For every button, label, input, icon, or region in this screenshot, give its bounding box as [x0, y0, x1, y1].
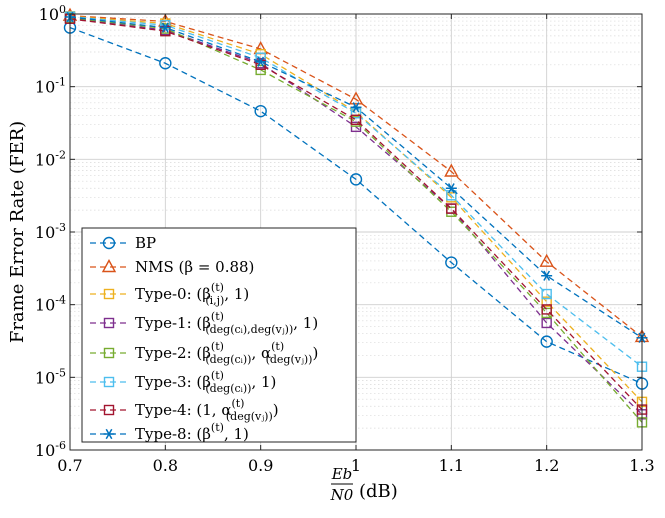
legend-entry: Type-8: (β(t), 1) [90, 421, 249, 443]
data-point [541, 317, 552, 329]
legend-entry: Type-4: (1, α(t) (deg(vⱼ))) [90, 397, 279, 423]
y-tick-label: 10-2 [35, 148, 66, 169]
marker-stroke [105, 428, 113, 440]
x-tick-label: 1.2 [534, 456, 559, 475]
data-point [350, 102, 362, 113]
legend-entry: NMS (β = 0.88) [90, 258, 254, 276]
series-line [69, 26, 643, 385]
data-point [541, 296, 552, 307]
y-tick-label: 10-3 [35, 221, 66, 242]
legend-entry: BP [90, 234, 156, 252]
data-point [445, 256, 458, 269]
y-axis-ticks: 10-6 10-5 10-4 10-3 10-2 10-1 100 [35, 3, 642, 460]
legend-marker [102, 236, 116, 250]
y-tick-label: 10-6 [35, 439, 66, 460]
x-axis-label: Eb N0 (dB) [330, 465, 398, 504]
data-point [541, 288, 552, 300]
legend-label: Type-8: (β(t), 1) [135, 421, 249, 443]
legend-marker [103, 404, 115, 416]
legend-label: Type-4: (1, α(t) (deg(vⱼ))) [135, 397, 279, 423]
data-point [446, 203, 457, 214]
data-point [349, 173, 363, 186]
x-axis-label-numerator: Eb [331, 465, 353, 483]
data-point [445, 183, 457, 194]
x-tick-label: 0.7 [57, 456, 82, 475]
data-point [254, 104, 267, 118]
legend-marker [103, 428, 115, 440]
x-tick-label: 1.3 [629, 456, 654, 475]
marker-stroke [352, 102, 360, 113]
series-group [62, 7, 650, 428]
data-point [541, 304, 552, 315]
y-tick-label: 10-1 [35, 76, 66, 97]
x-tick-label: 1.1 [439, 456, 464, 475]
data-point [446, 190, 457, 201]
x-tick-label: 1 [351, 456, 361, 475]
legend-label: BP [135, 234, 156, 252]
data-point [444, 163, 459, 177]
data-point [350, 114, 362, 125]
legend-marker [103, 317, 115, 329]
y-tick-label: 10-5 [35, 366, 66, 387]
data-point [255, 56, 267, 67]
legend-entry: Type-1: (β(t) (deg(cᵢ),deg(vⱼ)), 1) [90, 310, 318, 336]
data-point [159, 57, 172, 70]
legend-marker [103, 376, 115, 388]
legend-marker [103, 288, 115, 300]
data-point [541, 270, 553, 281]
data-point [348, 91, 364, 105]
legend-label: NMS (β = 0.88) [135, 258, 254, 276]
marker-stroke [447, 183, 455, 194]
series-bp [63, 21, 649, 390]
data-point [160, 20, 171, 31]
y-tick-label: 100 [39, 3, 66, 24]
legend-label: Type-0: (β(t) (i,j), 1) [135, 281, 249, 307]
legend-marker [101, 259, 117, 273]
y-tick-label: 10-4 [35, 294, 66, 315]
data-point [539, 253, 554, 267]
legend-entry: Type-2: (β(t) (deg(cᵢ)), α(t) (deg(vⱼ))) [90, 340, 318, 366]
x-tick-label: 0.9 [248, 456, 273, 475]
legend: BP NMS (β = 0.88) Type-0: (β(t) (i,j), 1) Ty… [81, 227, 357, 443]
legend-entry: Type-3: (β(t) (deg(cᵢ)), 1) [90, 369, 276, 395]
marker-stroke [161, 22, 169, 33]
series-line [69, 15, 643, 368]
legend-label: Type-3: (β(t) (deg(cᵢ)), 1) [135, 369, 276, 395]
legend-entry: Type-0: (β(t) (i,j), 1) [90, 281, 249, 307]
marker-stroke [543, 270, 551, 281]
x-tick-label: 0.8 [153, 456, 178, 475]
marker-stroke [257, 56, 265, 67]
data-point [540, 335, 553, 348]
data-point [159, 22, 171, 33]
x-axis-ticks: 0.7 0.8 0.9 1 1.1 1.2 1.3 [57, 14, 655, 475]
y-axis-label: Frame Error Rate (FER) [7, 121, 28, 343]
legend-box [81, 227, 357, 443]
legend-marker [103, 347, 115, 359]
x-axis-label-denominator: N0 [330, 486, 354, 504]
legend-label: Type-1: (β(t) (deg(cᵢ),deg(vⱼ)), 1) [135, 310, 318, 336]
x-axis-label-unit: (dB) [359, 481, 398, 502]
legend-label: Type-2: (β(t) (deg(cᵢ)), α(t) (deg(vⱼ))) [135, 340, 318, 366]
